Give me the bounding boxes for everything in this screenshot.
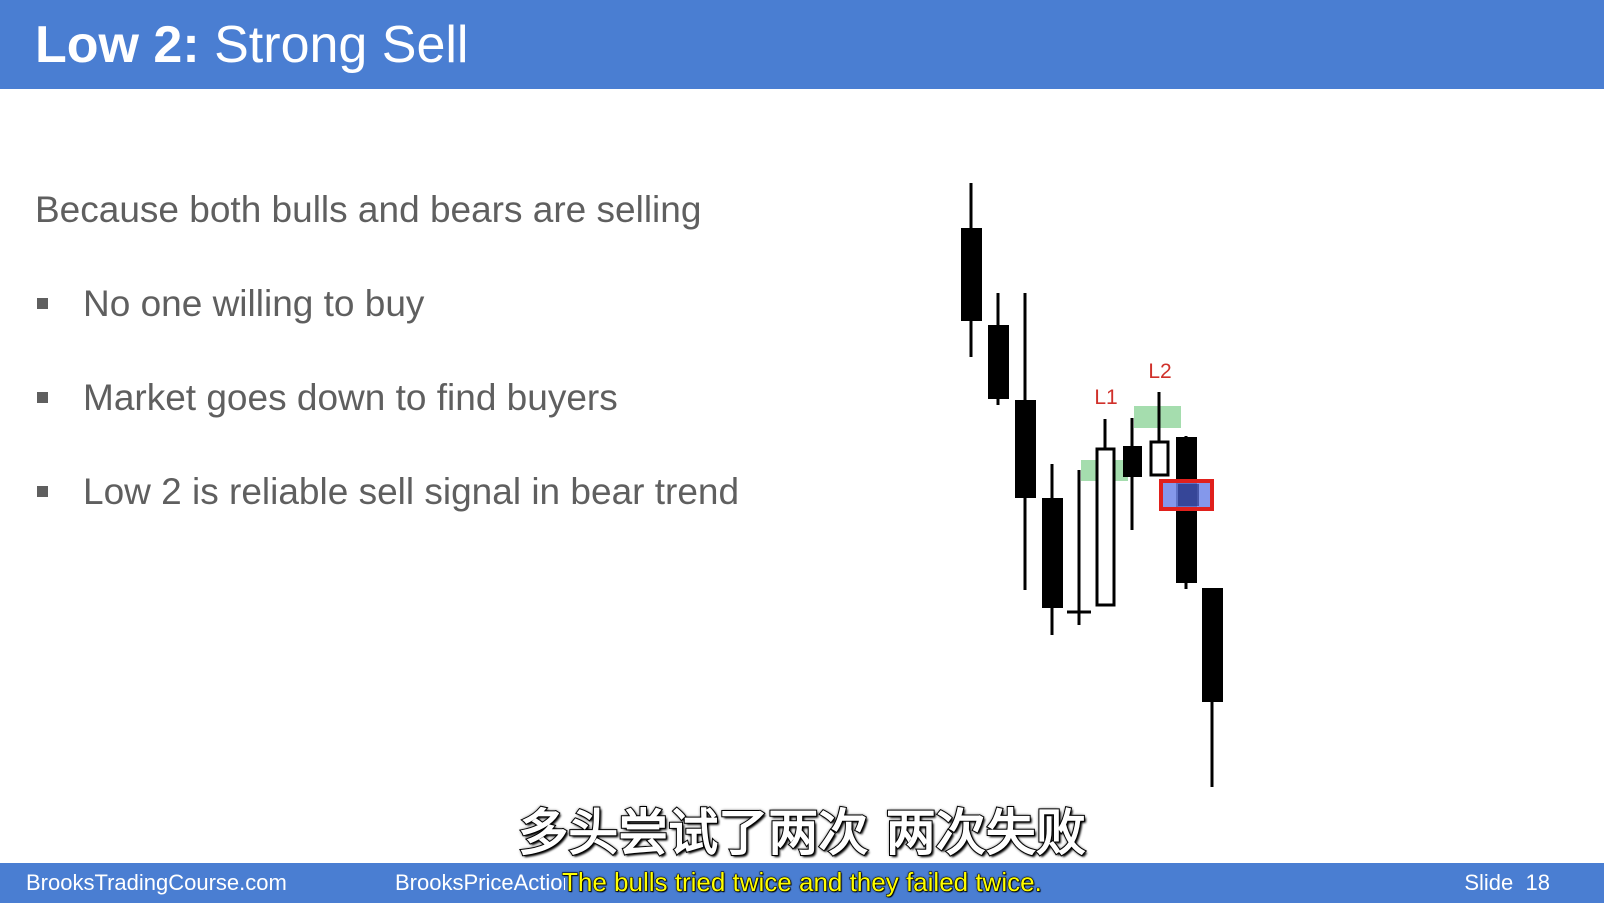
bullet-text: Market goes down to find buyers [83,377,618,418]
slide-title-rest: Strong Sell [214,16,469,74]
candle-bear [1123,418,1142,530]
bullet-text: Low 2 is reliable sell signal in bear tr… [83,471,740,512]
candle-bear [1015,293,1036,590]
square-bullet-icon [37,392,48,403]
slide-label: Slide [1464,870,1514,895]
bullet-text: No one willing to buy [83,283,425,324]
candle-bull [1149,392,1170,477]
square-bullet-icon [37,486,48,497]
candle-bear [988,293,1009,405]
chinese-subtitle: 多头尝试了两次 两次失败 [517,803,1086,863]
slide-number: 18 [1525,870,1550,895]
slide-number-label: Slide 18 [1464,869,1550,897]
candle-bear [1042,464,1063,635]
slide-header: Low 2: Strong Sell [0,0,1604,89]
footer-website-left: BrooksTradingCourse.com [26,870,287,895]
sell-entry-marker [1159,479,1214,511]
candle-bear [961,183,982,357]
l1-label: L1 [1094,386,1117,409]
candle-bear [1202,588,1223,787]
slide-title-bold: Low 2: [35,16,200,74]
l2-label: L2 [1148,360,1171,383]
slide-footer: BrooksTradingCourse.com BrooksPriceActio… [0,863,1604,903]
candle-bear [1176,436,1197,589]
slide-title: Low 2: Strong Sell [35,14,469,76]
footer-website-middle: BrooksPriceAction.com [395,870,565,895]
square-bullet-icon [37,298,48,309]
english-subtitle: The bulls tried twice and they failed tw… [562,867,1043,898]
candle-bull [1095,419,1116,607]
intro-text: Because both bulls and bears are selling [35,189,702,230]
candle-doji [1067,470,1091,625]
